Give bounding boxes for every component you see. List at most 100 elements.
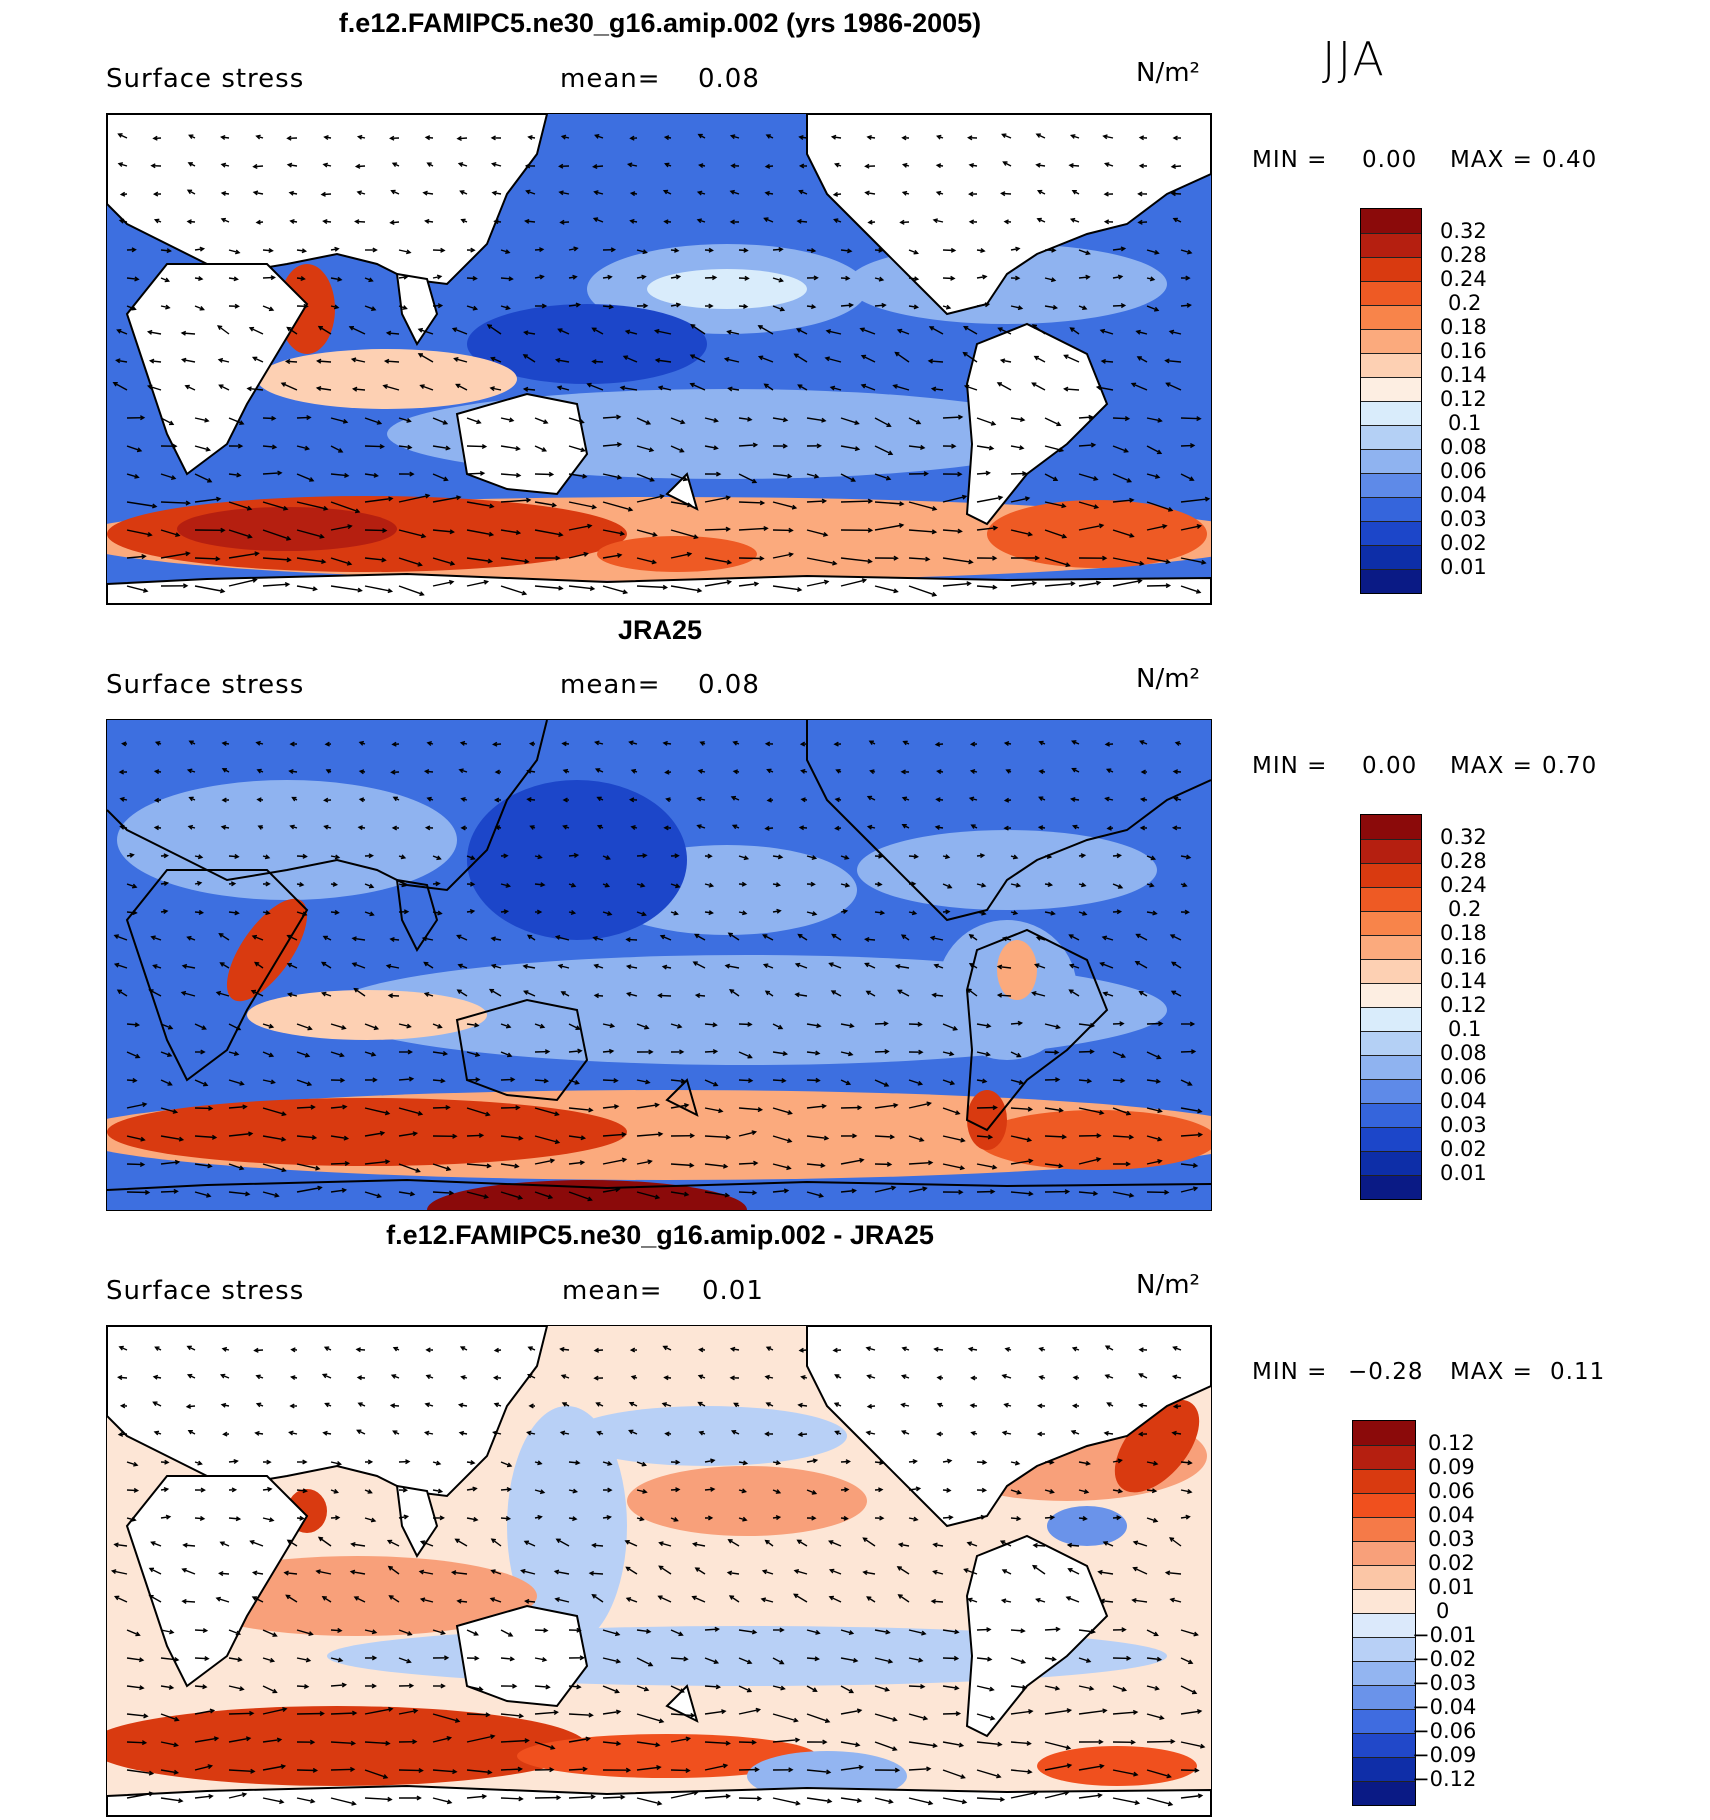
stress-arrow	[364, 1023, 378, 1030]
stress-arrow	[262, 1629, 277, 1637]
stress-arrow-head	[312, 586, 318, 592]
stress-arrow-head	[1137, 191, 1143, 197]
stress-arrow-head	[286, 535, 292, 541]
stress-arrow-head	[747, 1021, 753, 1027]
stress-arrow	[602, 1796, 625, 1799]
stress-arrow-head	[522, 354, 528, 359]
stress-arrow	[456, 383, 468, 391]
stress-arrow	[262, 557, 291, 561]
stress-arrow	[1180, 1769, 1199, 1772]
stress-arrow-head	[490, 1569, 496, 1575]
stress-arrow	[423, 192, 434, 195]
stress-arrow-head	[755, 1707, 762, 1713]
stress-arrow	[942, 1741, 963, 1747]
stress-arrow	[523, 965, 536, 969]
stress-arrow-head	[696, 587, 703, 593]
stress-arrow-head	[418, 1767, 424, 1774]
stress-arrow	[1070, 327, 1080, 335]
stress-arrow	[693, 961, 706, 969]
stress-arrow-head	[920, 1683, 926, 1690]
stress-arrow-head	[958, 1189, 964, 1195]
stress-arrow	[1180, 1685, 1197, 1694]
stress-arrow	[655, 330, 672, 335]
stress-arrow-head	[662, 189, 669, 195]
stress-arrow-head	[641, 1461, 647, 1467]
stress-arrow-head	[797, 1431, 803, 1437]
stress-arrow-head	[1015, 246, 1021, 252]
stress-arrow	[286, 360, 298, 363]
stress-arrow	[262, 249, 273, 252]
stress-arrow-head	[1058, 1107, 1064, 1113]
stress-arrow-head	[459, 190, 465, 195]
stress-arrow-head	[423, 992, 430, 997]
stress-arrow-head	[1166, 1773, 1172, 1779]
stress-arrow	[738, 1685, 752, 1693]
stress-arrow	[932, 388, 944, 391]
stress-arrow-head	[1164, 358, 1170, 364]
stress-arrow	[216, 991, 230, 997]
stress-arrow	[253, 165, 264, 168]
stress-arrow	[1078, 416, 1093, 419]
stress-arrow-head	[355, 1347, 361, 1353]
stress-arrow-head	[1138, 163, 1145, 169]
stress-arrow-head	[558, 531, 564, 537]
stress-arrow	[1146, 1051, 1161, 1059]
stress-arrow-head	[185, 500, 191, 506]
stress-arrow-head	[1157, 1159, 1163, 1164]
stress-arrow-head	[247, 533, 253, 539]
stress-arrow	[228, 249, 240, 254]
stress-arrow-head	[996, 1773, 1002, 1779]
stress-arrow	[466, 1769, 492, 1774]
stress-arrow-head	[351, 386, 358, 392]
stress-arrow-head	[134, 473, 140, 479]
stress-arrow-head	[865, 990, 871, 996]
stress-arrow	[524, 331, 536, 335]
stress-arrow	[772, 305, 785, 311]
stress-arrow	[772, 248, 783, 251]
stress-arrow-head	[408, 1683, 415, 1689]
stress-arrow	[1146, 1797, 1173, 1806]
stress-arrow-head	[1033, 1790, 1039, 1796]
stress-arrow-head	[782, 443, 789, 449]
stress-arrow-head	[503, 853, 509, 859]
stress-arrow-head	[915, 419, 922, 425]
stress-arrow-head	[986, 1023, 992, 1029]
stress-arrow	[738, 1162, 758, 1165]
stress-arrow-head	[1153, 1631, 1159, 1637]
stress-arrow-head	[541, 447, 548, 452]
stress-arrow-head	[614, 1688, 620, 1694]
stress-arrow-head	[732, 740, 738, 746]
stress-arrow	[942, 1023, 957, 1031]
stress-arrow-head	[616, 552, 623, 558]
stress-arrow	[636, 445, 654, 452]
stress-arrow	[1180, 1629, 1198, 1636]
stress-arrow-head	[593, 190, 599, 196]
stress-arrow-head	[421, 936, 428, 942]
stress-arrow	[840, 304, 853, 307]
stress-arrow-head	[913, 249, 919, 255]
stress-arrow-head	[215, 990, 222, 996]
stress-arrow-head	[435, 881, 441, 887]
stress-arrow	[1112, 1711, 1137, 1715]
stress-arrow	[330, 277, 342, 281]
stress-arrow-head	[934, 824, 941, 830]
stress-arrow-head	[1129, 497, 1135, 503]
stress-arrow-head	[290, 1375, 296, 1381]
stress-arrow-head	[823, 579, 830, 585]
stress-arrow	[330, 1162, 349, 1165]
stress-arrow-head	[1120, 1053, 1127, 1058]
stress-arrow	[1069, 964, 1080, 969]
stress-arrow	[636, 1133, 662, 1137]
stress-arrow	[126, 445, 142, 452]
stress-arrow	[490, 1597, 502, 1603]
stress-arrow-head	[656, 1765, 662, 1771]
stress-arrow-head	[490, 1734, 496, 1740]
stress-arrow	[352, 962, 366, 969]
stress-arrow-head	[406, 1658, 412, 1664]
stress-arrow	[874, 1104, 898, 1109]
stress-arrow-head	[470, 855, 476, 860]
stress-arrow	[296, 557, 326, 563]
colorbar-tick-label: 0.32	[1440, 219, 1487, 243]
stress-arrow	[806, 1051, 820, 1055]
panel-1-max-value: 0.40	[1542, 147, 1598, 173]
